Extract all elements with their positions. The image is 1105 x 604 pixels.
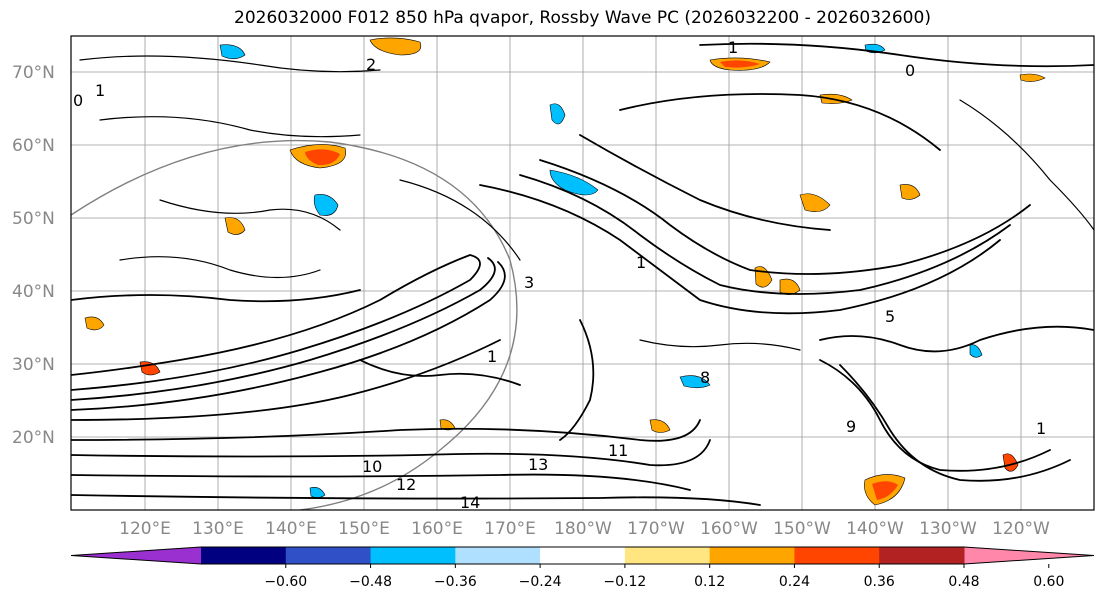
contour-label: 1	[728, 38, 738, 57]
contour-label: 1	[1036, 419, 1046, 438]
longitude-labels: 120°E 130°E 140°E 150°E 160°E 170°E 180°…	[119, 519, 1050, 539]
range-circle	[71, 139, 518, 510]
colorbar-outline	[70, 546, 1095, 565]
lon-label: 160°E	[411, 519, 463, 539]
contour-label: 14	[460, 493, 480, 512]
contour-label: 9	[846, 417, 856, 436]
colorbar-tick-label: 0.12	[694, 574, 725, 590]
lat-label: 30°N	[12, 355, 55, 375]
contour-lines	[71, 42, 1094, 506]
colorbar-tick-label: −0.48	[349, 574, 392, 590]
colorbar-extend-high	[964, 547, 1094, 564]
colorbar-segment	[794, 547, 880, 564]
contour-label: 0	[73, 91, 83, 110]
lon-label: 140°W	[846, 519, 904, 539]
contour-label: 2	[366, 55, 376, 74]
lon-label: 120°W	[992, 519, 1050, 539]
lon-label: 160°W	[700, 519, 758, 539]
latitude-labels: 70°N 60°N 50°N 40°N 30°N 20°N	[12, 63, 55, 448]
contour-label: 1	[95, 81, 105, 100]
contour-label: 0	[905, 61, 915, 80]
lat-label: 50°N	[12, 209, 55, 229]
lat-label: 40°N	[12, 282, 55, 302]
colorbar-tick-label: 0.24	[779, 574, 810, 590]
colorbar-segment	[879, 547, 965, 564]
lat-label: 20°N	[12, 428, 55, 448]
contour-label-group: 1 0 1 0 2 1 3 1 5 8 10 11 12 13 14 9 1	[73, 38, 1046, 512]
map-title: 2026032000 F012 850 hPa qvapor, Rossby W…	[234, 8, 931, 28]
contour-label: 13	[528, 455, 548, 474]
contour-label: 12	[396, 475, 416, 494]
anomaly-patches	[84, 37, 1046, 506]
lat-label: 70°N	[12, 63, 55, 83]
lon-label: 140°E	[265, 519, 317, 539]
colorbar-tick-label: 0.60	[1033, 574, 1064, 590]
colorbar-segment	[709, 547, 795, 564]
colorbar-tick-label: −0.24	[519, 574, 562, 590]
colorbar-tick-label: −0.36	[434, 574, 477, 590]
plot-frame	[70, 35, 1095, 511]
lon-label: 170°W	[627, 519, 685, 539]
colorbar-tick-label: 0.36	[864, 574, 895, 590]
colorbar-tick-label: 0.48	[948, 574, 979, 590]
lon-label: 180°W	[554, 519, 612, 539]
lon-label: 130°W	[919, 519, 977, 539]
colorbar-tick-label: −0.60	[264, 574, 307, 590]
colorbar-segment	[540, 547, 626, 564]
graticule	[71, 36, 1094, 510]
colorbar-segment	[285, 547, 372, 564]
contour-label: 1	[636, 253, 646, 272]
contour-label: 5	[885, 307, 895, 326]
colorbar: −0.60 −0.48 −0.36 −0.24 −0.12 0.12 0.24 0.36 0.4…	[70, 546, 1095, 590]
contour-label: 8	[700, 368, 710, 387]
colorbar-segment	[370, 547, 456, 564]
lon-label: 150°E	[338, 519, 390, 539]
colorbar-tick-label: −0.12	[603, 574, 646, 590]
lon-label: 120°E	[119, 519, 171, 539]
contour-label: 3	[524, 273, 534, 292]
colorbar-segment	[624, 547, 711, 564]
lon-label: 130°E	[192, 519, 244, 539]
lon-label: 170°E	[484, 519, 536, 539]
lat-label: 60°N	[12, 136, 55, 156]
colorbar-extend-low	[71, 547, 201, 564]
contour-label: 10	[362, 457, 382, 476]
colorbar-segment	[455, 547, 541, 564]
colorbar-segment	[201, 547, 287, 564]
contour-label: 1	[487, 347, 497, 366]
lon-label: 150°W	[773, 519, 831, 539]
contour-label: 11	[608, 441, 628, 460]
